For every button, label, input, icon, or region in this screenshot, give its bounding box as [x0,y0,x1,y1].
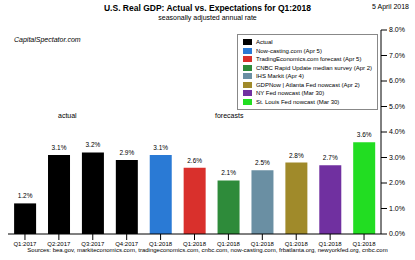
svg-text:1.0%: 1.0% [389,205,405,212]
svg-text:3.1%: 3.1% [52,144,67,151]
html-text:U.S. Real GDP: Actual vs. Expe: U.S. Real GDP: Actual vs. Expectations f… [104,3,311,13]
svg-text:2.9%: 2.9% [119,149,134,156]
svg-text:Q1:2018: Q1:2018 [285,241,309,247]
html-text:actual: actual [58,112,77,119]
html-text:NY Fed nowcast (Mar 30): NY Fed nowcast (Mar 30) [255,90,325,96]
svg-text:Q1:2018: Q1:2018 [149,241,173,247]
html-text:IHS Markit (Apr 4): IHS Markit (Apr 4) [255,73,304,79]
svg-text:2.8%: 2.8% [289,152,304,159]
svg-text:3.1%: 3.1% [153,144,168,151]
svg-text:Q1:2018: Q1:2018 [353,241,377,247]
svg-text:2.1%: 2.1% [221,169,236,176]
svg-text:3.0%: 3.0% [389,154,405,161]
html-text:Sources: bea.gov, markiteconom: Sources: bea.gov, markiteconomics.com, t… [27,247,388,253]
svg-text:8.0%: 8.0% [389,26,405,33]
svg-text:Q2:2017: Q2:2017 [47,241,71,247]
svg-text:Q3:2017: Q3:2017 [81,241,105,247]
svg-text:Q4:2017: Q4:2017 [115,241,139,247]
html-text:GDPNow | Atlanta Fed nowcast (: GDPNow | Atlanta Fed nowcast (Apr 2) [255,81,360,88]
html-text:5 April 2018: 5 April 2018 [372,3,409,10]
svg-text:Q1:2018: Q1:2018 [183,241,207,247]
svg-text:2.6%: 2.6% [187,157,202,164]
html-text:TradingEconomics.com forecast: TradingEconomics.com forecast (Apr 5) [255,56,362,62]
svg-text:5.0%: 5.0% [389,103,405,110]
svg-text:Q1:2017: Q1:2017 [13,241,37,247]
svg-text:1.2%: 1.2% [18,192,33,199]
html-text:Now-casting.com (Apr 5): Now-casting.com (Apr 5) [255,47,322,54]
svg-text:6.0%: 6.0% [389,77,405,84]
html-text:CNBC Rapid Update median surve: CNBC Rapid Update median survey (Apr 2) [255,64,372,71]
svg-text:Q1:2018: Q1:2018 [251,241,275,247]
svg-text:7.0%: 7.0% [389,52,405,59]
svg-text:0.0%: 0.0% [389,230,405,237]
html-text:forecasts: forecasts [215,112,244,119]
svg-text:3.2%: 3.2% [86,141,101,148]
html-text:CapitalSpectator.com: CapitalSpectator.com [14,36,81,43]
svg-text:Q1:2018: Q1:2018 [217,241,241,247]
html-text:seasonally adjusted annual rat: seasonally adjusted annual rate [158,14,257,21]
svg-text:Q1:2018: Q1:2018 [319,241,343,247]
svg-text:2.7%: 2.7% [323,154,338,161]
html-text:Actual: Actual [255,39,273,45]
svg-text:3.6%: 3.6% [357,131,372,138]
html-text:St. Louis Fed nowcast (Mar 30): St. Louis Fed nowcast (Mar 30) [255,98,340,105]
svg-text:4.0%: 4.0% [389,128,405,135]
svg-text:2.5%: 2.5% [255,159,270,166]
svg-text:2.0%: 2.0% [389,179,405,186]
